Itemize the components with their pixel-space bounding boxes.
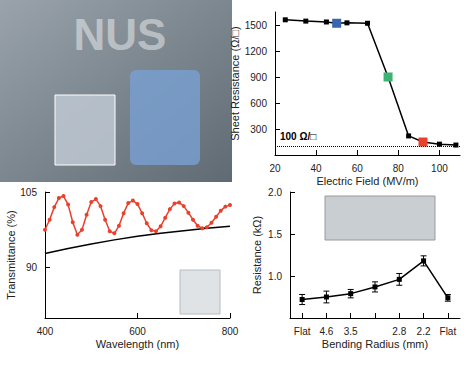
svg-text:2.0: 2.0 (268, 187, 282, 198)
svg-text:1200: 1200 (245, 46, 268, 57)
svg-text:1.0: 1.0 (268, 271, 282, 282)
svg-text:2.2: 2.2 (417, 326, 431, 337)
svg-text:600: 600 (129, 326, 146, 337)
svg-text:100 Ω/□: 100 Ω/□ (280, 131, 316, 142)
svg-text:Flat: Flat (440, 326, 457, 337)
svg-text:1500: 1500 (245, 20, 268, 31)
svg-text:Resistance (kΩ): Resistance (kΩ) (251, 216, 263, 295)
svg-text:105: 105 (20, 187, 37, 198)
svg-text:60: 60 (352, 163, 364, 174)
svg-text:80: 80 (393, 163, 405, 174)
svg-text:Electric Field (MV/m): Electric Field (MV/m) (316, 175, 418, 187)
svg-text:Transmittance (%): Transmittance (%) (5, 210, 17, 299)
svg-text:400: 400 (37, 326, 54, 337)
svg-text:Flat: Flat (294, 326, 311, 337)
svg-text:Sheet Resistance (Ω/□): Sheet Resistance (Ω/□) (229, 26, 241, 141)
svg-text:40: 40 (311, 163, 323, 174)
svg-text:100: 100 (431, 163, 448, 174)
svg-text:Bending Radius (mm): Bending Radius (mm) (322, 338, 428, 350)
svg-text:90: 90 (26, 262, 38, 273)
svg-text:800: 800 (222, 326, 239, 337)
svg-text:3.5: 3.5 (344, 326, 358, 337)
svg-text:1.5: 1.5 (268, 229, 282, 240)
svg-text:Wavelength (nm): Wavelength (nm) (96, 338, 179, 350)
svg-text:4.6: 4.6 (319, 326, 333, 337)
svg-text:900: 900 (250, 72, 267, 83)
svg-text:20: 20 (269, 163, 281, 174)
svg-text:600: 600 (250, 98, 267, 109)
svg-text:2.8: 2.8 (392, 326, 406, 337)
svg-text:300: 300 (250, 124, 267, 135)
svg-text:NUS: NUS (74, 10, 167, 59)
